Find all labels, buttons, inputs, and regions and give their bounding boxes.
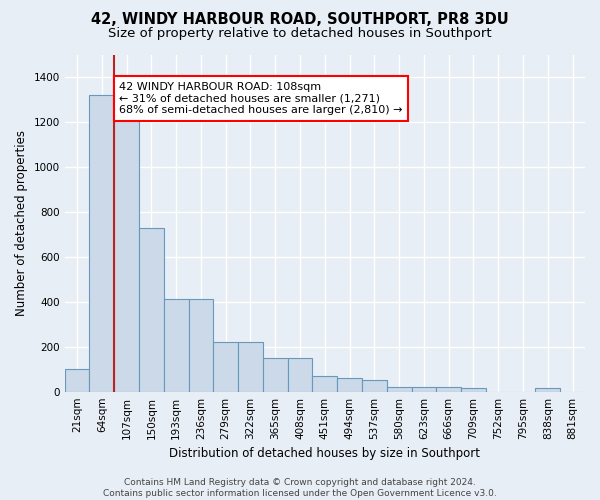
Bar xyxy=(535,388,560,392)
Bar xyxy=(461,388,486,392)
Bar xyxy=(238,342,263,392)
Text: 42, WINDY HARBOUR ROAD, SOUTHPORT, PR8 3DU: 42, WINDY HARBOUR ROAD, SOUTHPORT, PR8 3… xyxy=(91,12,509,28)
Bar xyxy=(436,387,461,392)
Text: Contains HM Land Registry data © Crown copyright and database right 2024.
Contai: Contains HM Land Registry data © Crown c… xyxy=(103,478,497,498)
Bar xyxy=(164,298,188,392)
Bar xyxy=(263,358,287,392)
Bar xyxy=(287,358,313,392)
Bar xyxy=(65,369,89,392)
Y-axis label: Number of detached properties: Number of detached properties xyxy=(15,130,28,316)
Bar xyxy=(114,96,139,392)
Bar xyxy=(214,342,238,392)
Bar xyxy=(313,376,337,392)
Bar xyxy=(89,96,114,392)
Bar xyxy=(387,387,412,392)
Text: Size of property relative to detached houses in Southport: Size of property relative to detached ho… xyxy=(108,28,492,40)
X-axis label: Distribution of detached houses by size in Southport: Distribution of detached houses by size … xyxy=(169,447,481,460)
Bar xyxy=(139,228,164,392)
Bar xyxy=(188,298,214,392)
Bar xyxy=(412,387,436,392)
Text: 42 WINDY HARBOUR ROAD: 108sqm
← 31% of detached houses are smaller (1,271)
68% o: 42 WINDY HARBOUR ROAD: 108sqm ← 31% of d… xyxy=(119,82,403,115)
Bar xyxy=(362,380,387,392)
Bar xyxy=(337,378,362,392)
